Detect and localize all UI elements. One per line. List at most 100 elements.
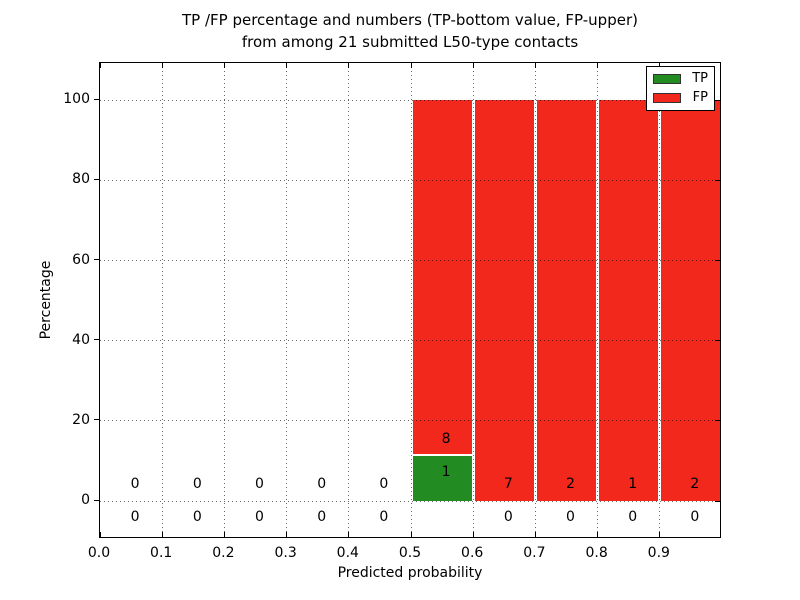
y-axis-tick-right xyxy=(715,260,720,262)
y-tick-label: 100 xyxy=(63,91,90,108)
chart-title-line2: from among 21 submitted L50-type contact… xyxy=(241,33,579,51)
x-axis-tick xyxy=(161,532,163,537)
fp-legend-swatch xyxy=(653,93,681,103)
grid-line-vertical xyxy=(161,63,163,537)
tp-count-label: 0 xyxy=(130,509,140,525)
tp-count-label: 0 xyxy=(317,509,327,525)
x-tick-label: 0.2 xyxy=(212,545,235,561)
x-axis-tick xyxy=(534,532,536,537)
tp-bar xyxy=(412,456,472,501)
x-axis-tick-top xyxy=(161,63,163,68)
y-axis-tick xyxy=(94,499,99,501)
legend: TP FP xyxy=(646,66,715,111)
y-tick-label: 40 xyxy=(72,331,90,348)
fp-count-label: 2 xyxy=(566,476,575,492)
x-tick-label: 0.8 xyxy=(585,545,608,561)
fp-bar xyxy=(412,100,472,455)
tp-count-label: 0 xyxy=(628,509,638,525)
fp-count-label: 1 xyxy=(628,476,638,492)
x-axis-tick xyxy=(99,532,101,537)
grid-line-vertical xyxy=(223,63,225,537)
y-axis-tick xyxy=(94,98,99,100)
grid-line-horizontal xyxy=(100,500,720,502)
x-axis-tick-top xyxy=(410,63,412,68)
x-axis-tick-top xyxy=(597,63,599,68)
grid-line-vertical xyxy=(534,63,536,537)
grid-line-horizontal xyxy=(100,260,720,262)
tp-legend-label: TP xyxy=(692,71,708,86)
x-axis-tick-top xyxy=(99,63,101,68)
x-tick-label: 0.7 xyxy=(523,545,546,561)
x-tick-label: 0.0 xyxy=(87,545,111,561)
x-tick-label: 0.3 xyxy=(274,545,297,561)
x-tick-label: 0.1 xyxy=(150,545,173,561)
x-tick-label: 0.6 xyxy=(461,545,484,561)
x-axis-tick-top xyxy=(286,63,288,68)
grid-line-vertical xyxy=(286,63,288,537)
y-axis-label: Percentage xyxy=(38,260,54,340)
x-axis-tick-top xyxy=(348,63,350,68)
legend-item-fp: FP xyxy=(653,91,708,105)
fp-bar xyxy=(661,100,721,501)
x-axis-tick xyxy=(223,532,225,537)
y-axis-tick-right xyxy=(715,420,720,422)
tp-count-label: 0 xyxy=(192,509,202,525)
tp-count-label: 0 xyxy=(255,509,264,525)
fp-count-label: 0 xyxy=(317,476,327,492)
fp-count-label: 0 xyxy=(255,476,264,492)
chart-title-line1: TP /FP percentage and numbers (TP-bottom… xyxy=(182,11,638,29)
grid-line-horizontal xyxy=(100,340,720,342)
x-axis-tick xyxy=(348,532,350,537)
grid-line-horizontal xyxy=(100,179,720,181)
fp-count-label: 0 xyxy=(192,476,202,492)
grid-line-vertical xyxy=(410,63,412,537)
x-axis-tick xyxy=(410,532,412,537)
fp-bar xyxy=(599,100,659,501)
fp-count-label: 8 xyxy=(441,431,451,448)
grid-line-vertical xyxy=(348,63,350,537)
tp-count-label: 0 xyxy=(379,509,389,525)
grid-line-horizontal xyxy=(100,99,720,101)
tp-legend-swatch xyxy=(653,74,681,84)
x-axis-tick xyxy=(659,532,661,537)
x-tick-label: 0.4 xyxy=(336,545,359,561)
fp-count-label: 7 xyxy=(503,476,513,492)
y-tick-label: 80 xyxy=(72,171,90,188)
y-tick-label: 60 xyxy=(72,251,90,268)
chart-title: TP /FP percentage and numbers (TP-bottom… xyxy=(99,9,721,53)
y-axis-tick xyxy=(94,419,99,421)
x-axis-tick-top xyxy=(659,63,661,68)
x-axis-tick-top xyxy=(472,63,474,68)
grid-line-horizontal xyxy=(100,420,720,422)
fp-legend-label: FP xyxy=(692,90,708,105)
y-tick-label: 0 xyxy=(81,492,90,508)
tp-count-label: 0 xyxy=(503,509,513,525)
y-axis-tick-right xyxy=(715,500,720,502)
y-axis-tick xyxy=(94,339,99,341)
tp-count-label: 0 xyxy=(690,509,700,525)
grid-line-vertical xyxy=(472,63,474,537)
fp-bar xyxy=(536,100,597,501)
fp-bar xyxy=(474,100,534,501)
y-axis-tick-right xyxy=(715,340,720,342)
grid-line-vertical xyxy=(659,63,661,537)
x-axis-label: Predicted probability xyxy=(337,565,483,581)
x-axis-tick-top xyxy=(223,63,225,68)
x-axis-tick xyxy=(472,532,474,537)
grid-line-vertical xyxy=(597,63,599,537)
fp-count-label: 2 xyxy=(690,476,700,492)
tp-count-label: 0 xyxy=(566,509,575,525)
plot-area: 0 0 0 0 0 0 0 0 0 0 8 1 7 0 2 0 1 0 2 0 xyxy=(99,62,721,538)
x-tick-label: 0.5 xyxy=(398,545,422,561)
tp-count-label: 1 xyxy=(441,464,451,481)
y-axis-tick-right xyxy=(715,179,720,181)
x-axis-tick xyxy=(286,532,288,537)
x-tick-label: 0.9 xyxy=(647,545,670,561)
y-axis-tick-right xyxy=(715,99,720,101)
legend-item-tp: TP xyxy=(653,72,708,86)
y-axis-tick xyxy=(94,178,99,180)
fp-count-label: 0 xyxy=(379,476,389,492)
y-axis-tick xyxy=(94,259,99,261)
fp-count-label: 0 xyxy=(130,476,140,492)
